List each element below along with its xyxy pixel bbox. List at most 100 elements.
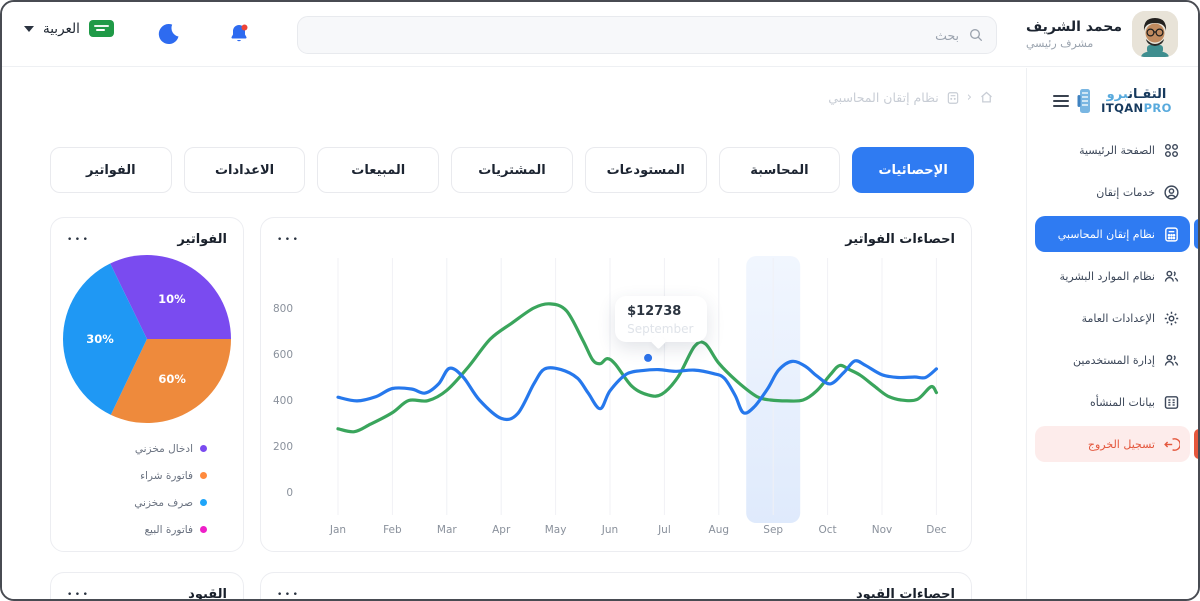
legend-item: ادخال مخزني [61,435,207,462]
search-icon [970,29,982,41]
card-menu-dots[interactable]: ••• [67,590,91,600]
legend-label: فاتورة شراء [140,469,193,482]
card-title: احصاءات الفواتير [845,232,955,247]
legend-dot [200,499,207,506]
sidebar-item-label: نظام الموارد البشرية [1059,269,1155,283]
card-menu-dots[interactable]: ••• [67,235,91,245]
svg-text:30%: 30% [86,332,114,346]
people-icon [1164,354,1179,366]
sidebar-item-home[interactable]: الصفحة الرئيسية [1035,132,1190,168]
logo[interactable]: التقـانبرو ITQANPRO [1033,88,1192,114]
sidebar-item-label: بيانات المنشأه [1089,395,1155,409]
svg-text:Mar: Mar [437,524,457,536]
invoices-pie-chart: 10% 60% 30% [62,255,231,423]
card-menu-dots[interactable]: ••• [277,235,301,245]
tab-warehouses[interactable]: المستودعات [584,147,707,193]
sidebar-menu: الصفحة الرئيسية خدمات إتقان نظام إتقان ا… [1027,132,1198,462]
tab-settings[interactable]: الاعدادات [183,147,306,193]
sidebar: التقـانبرو ITQANPRO الصفحة الرئيسية [1026,68,1198,599]
sidebar-item-itqan-services[interactable]: خدمات إتقان [1035,174,1190,210]
svg-text:Jun: Jun [601,524,618,536]
avatar [1132,11,1178,57]
moon-icon [158,24,179,45]
svg-text:Aug: Aug [709,524,730,536]
tab-sales[interactable]: المبيعات [317,147,440,193]
user-circle-icon [1164,184,1179,200]
notification-dot [241,24,248,31]
breadcrumb-separator: ‹ [966,89,972,105]
sidebar-item-label: إدارة المستخدمين [1073,353,1155,367]
svg-text:400: 400 [273,395,293,407]
legend-dot [200,472,207,479]
breadcrumb: ‹ نظام إتقان المحاسبي [828,90,994,105]
tooltip-value: $12738 [627,303,682,319]
logo-text: التقـانبرو ITQANPRO [1101,87,1172,115]
legend-item: فاتورة شراء [61,462,207,489]
legend-item: فاتورة البيع [61,516,207,543]
dark-mode-toggle[interactable] [154,19,184,49]
legend-dot [200,445,207,452]
search-input[interactable] [310,26,961,44]
legend-item: صرف مخزني [61,489,207,516]
building-logo-icon [1077,89,1091,113]
breadcrumb-page: نظام إتقان المحاسبي [828,90,939,105]
home-icon[interactable] [979,90,994,105]
tab-purchases[interactable]: المشتريات [451,147,573,193]
sidebar-item-label: تسجيل الخروج [1087,437,1155,451]
notifications-button[interactable] [224,19,254,49]
topbar: العربية [2,2,1198,67]
user-name: محمد الشريف [1025,19,1122,36]
sidebar-item-label: نظام إتقان المحاسبي [1057,227,1155,241]
sidebar-item-logout[interactable]: تسجيل الخروج [1035,426,1198,462]
invoices-line-chart: Jan Feb Mar Apr May Jun Jul Aug Sep Oct Nov Dec 0 200… [273,256,947,536]
sidebar-item-hr-system[interactable]: نظام الموارد البشرية [1035,258,1190,294]
svg-text:10%: 10% [158,292,186,306]
svg-text:800: 800 [273,303,293,315]
dashboard-icon [1164,143,1179,157]
tab-statistics[interactable]: الإحصائيات [852,147,974,193]
svg-text:200: 200 [273,441,293,453]
calculator-icon [947,91,959,104]
user-profile[interactable]: محمد الشريف مشرف رئيسي [1026,11,1178,57]
user-role: مشرف رئيسي [1025,36,1094,50]
series-blue [336,359,938,422]
svg-text:Sep: Sep [763,524,783,536]
sidebar-item-general-settings[interactable]: الإعدادات العامة [1035,300,1190,336]
tooltip-anchor-dot [644,353,653,362]
svg-text:Jul: Jul [657,524,671,536]
sidebar-item-user-management[interactable]: إدارة المستخدمين [1035,342,1190,378]
invoices-pie-card: الفواتير ••• 10% 60% 30% ادخال مخزني فاتور… [50,217,244,552]
tabs-row: الإحصائيات المحاسبة المستودعات المشتريات… [49,147,974,193]
svg-text:Jan: Jan [329,524,346,536]
calculator-icon [1165,226,1178,242]
main-content: ‹ نظام إتقان المحاسبي الإحصائيات المحاسب… [2,68,1026,599]
svg-text:Feb: Feb [383,524,402,536]
chevron-down-icon [24,25,34,32]
tab-invoices[interactable]: الفواتير [49,147,172,193]
entries-card: القيود ••• [50,572,244,600]
legend-label: ادخال مخزني [134,442,193,455]
sidebar-item-company-data[interactable]: بيانات المنشأه [1035,384,1190,420]
invoices-stats-card: احصاءات الفواتير ••• Jan Feb Mar Apr May Jun J… [260,217,972,552]
card-menu-dots[interactable]: ••• [277,590,301,600]
sidebar-item-label: الصفحة الرئيسية [1079,143,1155,157]
card-title: الفواتير [177,232,227,247]
svg-text:600: 600 [273,349,293,361]
card-title: احصاءات القيود [855,587,955,601]
sidebar-item-accounting-system[interactable]: نظام إتقان المحاسبي [1035,216,1198,252]
entries-stats-card: احصاءات القيود ••• [260,572,972,601]
tab-accounting[interactable]: المحاسبة [718,147,841,193]
legend-label: فاتورة البيع [144,523,193,536]
legend-label: صرف مخزني [134,496,193,509]
svg-text:Apr: Apr [492,524,511,536]
people-icon [1164,270,1179,282]
chart-tooltip: $12738 September [615,295,708,342]
hamburger-menu-icon[interactable] [1053,95,1070,107]
svg-text:Nov: Nov [872,524,893,536]
language-switcher[interactable]: العربية [24,20,114,37]
tooltip-label: September [627,321,694,336]
sidebar-item-label: خدمات إتقان [1096,185,1155,199]
legend-dot [200,526,207,533]
svg-text:Dec: Dec [926,524,947,536]
